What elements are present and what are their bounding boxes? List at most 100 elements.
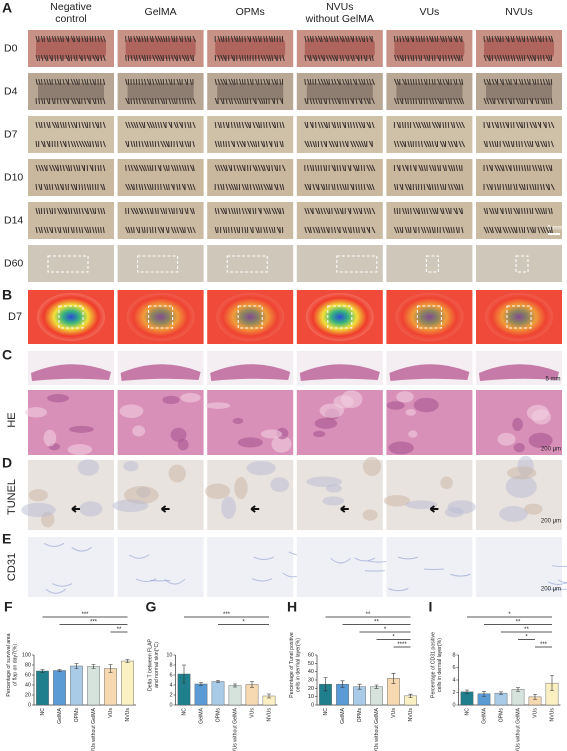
suture (244, 35, 247, 43)
suture (550, 207, 553, 215)
suture (363, 35, 366, 43)
suture (445, 226, 449, 234)
suture (265, 140, 268, 148)
suture (523, 207, 526, 215)
suture (515, 97, 520, 105)
suture (352, 78, 357, 86)
significance-label: * (384, 627, 387, 633)
suture (43, 164, 47, 172)
suture (138, 35, 141, 43)
suture (366, 164, 370, 172)
y-tick-label: 50 (308, 661, 314, 667)
suture (94, 140, 98, 148)
tunel-texture (270, 477, 289, 493)
tunel-texture (168, 464, 186, 483)
suture (418, 207, 421, 215)
wound-photo (28, 245, 114, 282)
suture (428, 97, 432, 105)
suture (312, 97, 315, 105)
suture (415, 54, 418, 62)
suture (257, 97, 262, 105)
y-tick-label: 20 (25, 692, 31, 698)
suture (537, 164, 541, 172)
suture (83, 78, 87, 86)
suture (141, 226, 144, 234)
suture (483, 54, 487, 62)
suture (426, 140, 430, 148)
suture (73, 140, 77, 148)
suture (453, 226, 455, 234)
suture (59, 35, 63, 43)
suture (486, 207, 489, 215)
suture (127, 226, 131, 234)
suture (65, 140, 67, 148)
suture (97, 97, 100, 105)
suture (257, 78, 260, 86)
suture (542, 183, 545, 191)
suture (550, 35, 554, 43)
suture (499, 207, 504, 215)
suture (43, 78, 47, 86)
suture (154, 164, 157, 172)
suture (170, 207, 174, 215)
suture (59, 207, 64, 215)
y-tick-label: 40 (25, 682, 31, 688)
suture (160, 183, 162, 191)
suture (192, 183, 196, 191)
suture (521, 140, 523, 148)
suture (46, 207, 49, 215)
suture (461, 140, 466, 148)
suture (309, 226, 312, 234)
suture (426, 207, 429, 215)
suture (336, 35, 339, 43)
suture (499, 78, 504, 86)
suture (521, 97, 524, 105)
panel-label: A (2, 0, 12, 16)
error-bar (340, 680, 345, 688)
suture (358, 35, 362, 43)
suture (157, 97, 160, 105)
suture (141, 54, 145, 62)
suture (97, 164, 100, 172)
suture (461, 78, 464, 86)
error-bar (267, 693, 271, 699)
he-texture (396, 391, 414, 403)
suture (70, 164, 73, 172)
suture (315, 35, 319, 43)
suture (488, 35, 491, 43)
suture (510, 140, 514, 148)
suture (542, 121, 547, 129)
suture (447, 35, 451, 43)
suture (371, 226, 376, 234)
suture (217, 183, 220, 191)
tunel-texture (383, 495, 411, 507)
he-texture (512, 417, 523, 432)
scale-bar-label: 200 μm (541, 519, 561, 525)
significance-label: ** (516, 620, 521, 626)
suture (176, 140, 179, 148)
suture (154, 35, 159, 43)
suture (220, 207, 225, 215)
suture (46, 140, 50, 148)
suture (534, 207, 539, 215)
suture (228, 164, 232, 172)
suture (458, 78, 462, 86)
suture (160, 35, 164, 43)
suture (222, 207, 227, 215)
suture (350, 78, 352, 86)
suture (130, 183, 134, 191)
suture (189, 97, 193, 105)
suture (483, 78, 487, 86)
suture (455, 54, 460, 62)
suture (366, 97, 370, 105)
suture (125, 54, 127, 62)
suture (133, 121, 137, 129)
suture (100, 207, 103, 215)
suture (268, 35, 272, 43)
suture (315, 54, 318, 62)
suture (415, 207, 420, 215)
suture (526, 140, 530, 148)
suture (143, 97, 147, 105)
suture (192, 207, 195, 215)
suture (323, 183, 326, 191)
